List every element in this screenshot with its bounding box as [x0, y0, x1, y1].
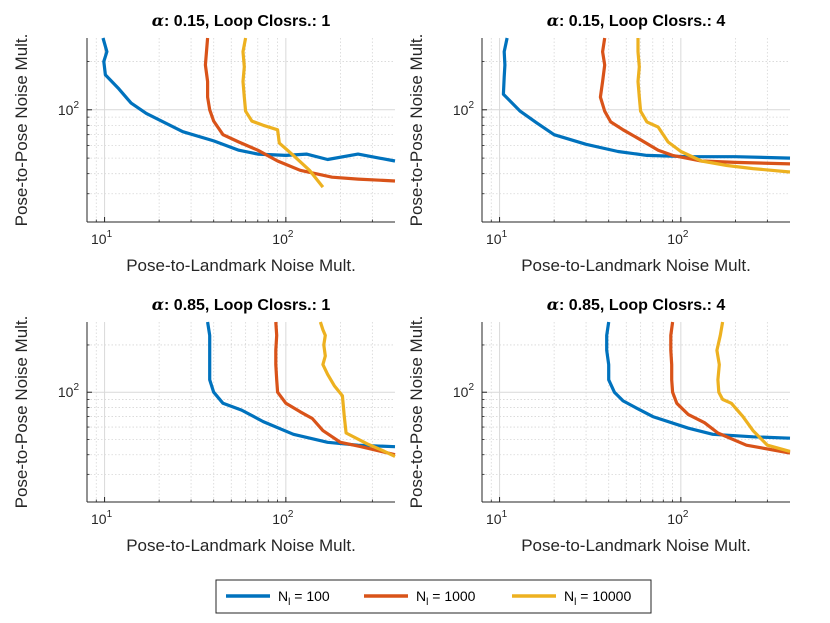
- series-line-N100: [101, 37, 396, 163]
- panel-1: 101 102 102 Pose-to-Landmark Noise Mult. Pos…: [12, 11, 396, 275]
- panel-2: 101 102 102 Pose-to-Landmark Noise Mult. Pos…: [407, 11, 791, 275]
- x-tick-label: 101: [91, 509, 113, 527]
- panel-title: α: 0.15, Loop Closrs.: 1: [152, 11, 331, 30]
- legend-box: [215, 579, 652, 614]
- series-line-N100: [605, 321, 791, 440]
- x-tick-label: 101: [486, 509, 508, 527]
- series-line-N1000: [598, 37, 791, 166]
- legend-label-N1000: Nl = 1000: [416, 588, 476, 608]
- series-line-N10000: [715, 321, 791, 453]
- y-tick-label: 102: [453, 100, 475, 118]
- y-axis-label: Pose-to-Pose Noise Mult.: [12, 34, 31, 227]
- panel-4: 101 102 102 Pose-to-Landmark Noise Mult. Pos…: [407, 295, 791, 555]
- panel-3: 101 102 102 Pose-to-Landmark Noise Mult. Pos…: [12, 295, 396, 555]
- y-axis-label: Pose-to-Pose Noise Mult.: [407, 316, 426, 509]
- x-tick-label: 102: [667, 509, 689, 527]
- series-line-N1000: [203, 37, 396, 183]
- x-tick-label: 102: [272, 229, 294, 247]
- panel-title: α: 0.85, Loop Closrs.: 4: [547, 295, 726, 314]
- y-tick-label: 102: [58, 100, 80, 118]
- y-tick-label: 102: [453, 382, 475, 400]
- x-tick-label: 101: [486, 229, 508, 247]
- series-line-N1000: [669, 321, 791, 455]
- x-axis-label: Pose-to-Landmark Noise Mult.: [521, 536, 751, 555]
- series-line-N10000: [241, 37, 325, 189]
- y-axis-label: Pose-to-Pose Noise Mult.: [407, 34, 426, 227]
- legend-label-N10000: Nl = 10000: [564, 588, 631, 608]
- x-axis-label: Pose-to-Landmark Noise Mult.: [521, 256, 751, 275]
- panel-title: α: 0.15, Loop Closrs.: 4: [547, 11, 726, 30]
- series-line-N10000: [318, 321, 396, 458]
- x-tick-label: 102: [667, 229, 689, 247]
- x-axis-label: Pose-to-Landmark Noise Mult.: [126, 536, 356, 555]
- series-line-N100: [501, 37, 791, 160]
- series-line-N100: [206, 321, 396, 449]
- series-line-N10000: [636, 38, 791, 174]
- x-tick-label: 101: [91, 229, 113, 247]
- panel-title: α: 0.85, Loop Closrs.: 1: [152, 295, 331, 314]
- legend: Nl = 100 Nl = 1000 Nl = 10000: [215, 579, 652, 614]
- legend-label-N100: Nl = 100: [278, 588, 330, 608]
- y-axis-label: Pose-to-Pose Noise Mult.: [12, 316, 31, 509]
- y-tick-label: 102: [58, 382, 80, 400]
- series-line-N1000: [274, 321, 396, 457]
- x-tick-label: 102: [272, 509, 294, 527]
- x-axis-label: Pose-to-Landmark Noise Mult.: [126, 256, 356, 275]
